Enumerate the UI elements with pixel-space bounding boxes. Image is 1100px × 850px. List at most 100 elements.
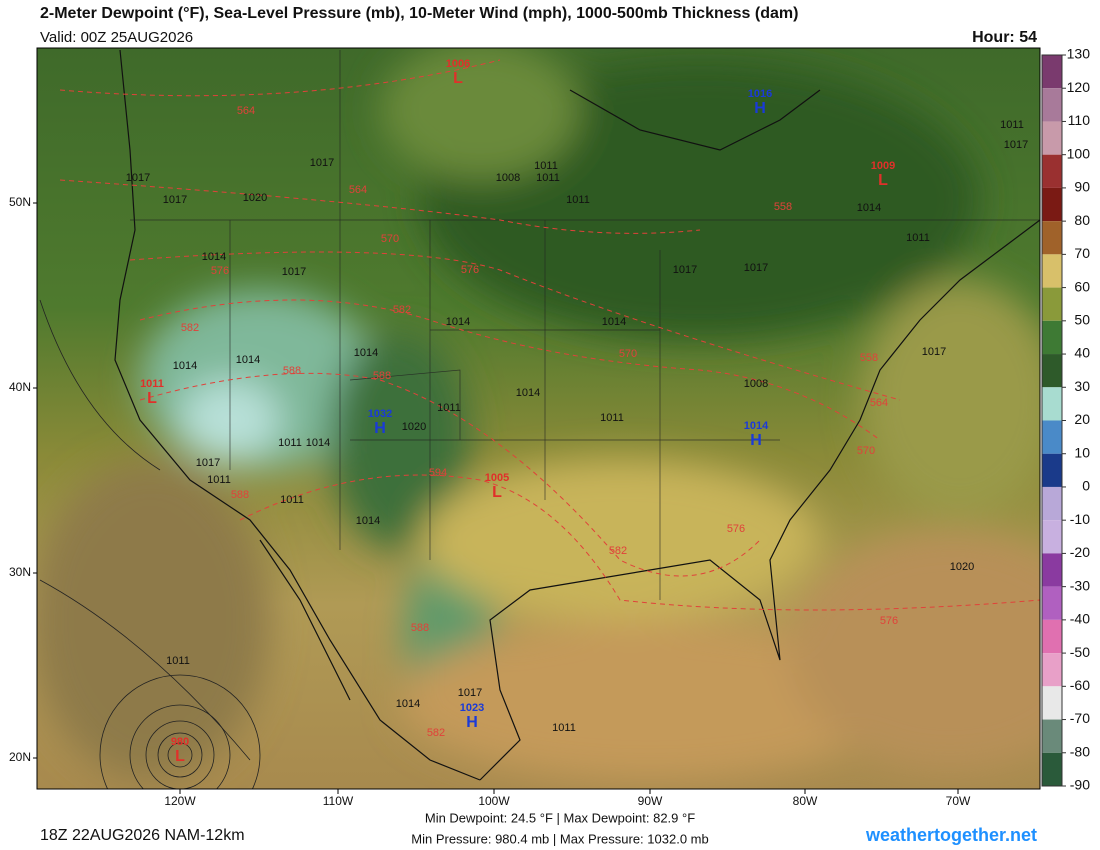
- lon-label: 120W: [164, 794, 196, 808]
- colorbar-band: [1042, 187, 1062, 222]
- isobar-label: 1011: [536, 172, 560, 184]
- thickness-label: 588: [373, 370, 391, 382]
- center-value: 1006: [446, 58, 470, 70]
- colorbar-band: [1042, 653, 1062, 687]
- isobar-label: 1014: [446, 316, 470, 328]
- lon-label: 110W: [323, 794, 354, 808]
- center-value: 1016: [748, 88, 772, 100]
- center-value: 1009: [871, 160, 895, 172]
- colorbar-label: -90: [1070, 777, 1090, 793]
- isobar-label: 1020: [950, 561, 974, 573]
- isobar-label: 1011: [534, 160, 558, 172]
- thickness-label: 582: [609, 545, 627, 557]
- isobar-label: 1014: [354, 347, 378, 359]
- thickness-label: 558: [774, 201, 792, 213]
- colorbar-label: -20: [1070, 544, 1090, 560]
- lon-label: 100W: [478, 794, 510, 808]
- lat-label: 30N: [9, 565, 31, 579]
- isobar-label: 1011: [207, 474, 231, 486]
- thickness-label: 570: [381, 233, 399, 245]
- isobar-label: 1014: [602, 316, 626, 328]
- colorbar-label: 130: [1067, 46, 1091, 62]
- colorbar-label: 80: [1074, 212, 1090, 228]
- colorbar-band: [1042, 619, 1062, 654]
- colorbar-label: 110: [1068, 112, 1091, 128]
- colorbar-band: [1042, 154, 1062, 188]
- center-letter: H: [750, 432, 762, 449]
- isobar-label: 1008: [744, 378, 768, 390]
- colorbar-label: 0: [1082, 478, 1090, 494]
- lon-label: 70W: [946, 794, 971, 808]
- colorbar-band: [1042, 287, 1062, 321]
- center-letter: L: [147, 390, 157, 407]
- title: 2-Meter Dewpoint (°F), Sea-Level Pressur…: [40, 5, 798, 22]
- isobar-label: 1020: [243, 192, 267, 204]
- colorbar-band: [1042, 354, 1062, 388]
- map-field: [37, 48, 1040, 789]
- isobar-label: 1020: [402, 421, 426, 433]
- center-letter: H: [754, 100, 766, 117]
- site-link[interactable]: weathertogether.net: [865, 825, 1037, 845]
- colorbar-band: [1042, 387, 1062, 421]
- forecast-hour: Hour: 54: [972, 29, 1037, 46]
- center-value: 1014: [744, 420, 769, 432]
- thickness-label: 588: [283, 365, 301, 377]
- colorbar-label: 70: [1074, 245, 1090, 261]
- colorbar-band: [1042, 420, 1062, 454]
- thickness-label: 588: [231, 489, 249, 501]
- center-value: 1023: [460, 702, 484, 714]
- isobar-label: 1014: [306, 437, 330, 449]
- center-letter: L: [878, 172, 888, 189]
- colorbar-band: [1042, 320, 1062, 355]
- isobar-label: 1017: [458, 687, 482, 699]
- colorbar-label: -60: [1070, 677, 1090, 693]
- colorbar-band: [1042, 752, 1062, 786]
- lon-label: 80W: [793, 794, 818, 808]
- dewpoint-range: Min Dewpoint: 24.5 °F | Max Dewpoint: 82…: [425, 810, 695, 825]
- isobar-label: 1014: [236, 354, 260, 366]
- thickness-label: 582: [181, 322, 199, 334]
- colorbar-band: [1042, 586, 1062, 620]
- center-letter: L: [492, 484, 502, 501]
- colorbar-label: 20: [1074, 411, 1090, 427]
- colorbar-band: [1042, 686, 1062, 720]
- isobar-label: 1011: [437, 402, 461, 414]
- center-letter: L: [453, 70, 463, 87]
- colorbar-label: 120: [1067, 79, 1091, 95]
- thickness-label: 570: [619, 348, 637, 360]
- isobar-label: 1017: [126, 172, 150, 184]
- thickness-label: 564: [349, 184, 367, 196]
- isobar-label: 1014: [356, 515, 380, 527]
- colorbar-label: -10: [1070, 511, 1090, 527]
- colorbar-label: 50: [1074, 312, 1090, 328]
- thickness-label: 570: [857, 445, 875, 457]
- isobar-label: 1011: [280, 494, 304, 506]
- colorbar-band: [1042, 221, 1062, 255]
- valid-time: Valid: 00Z 25AUG2026: [40, 29, 193, 46]
- isobar-label: 1011: [566, 194, 590, 206]
- colorbar-band: [1042, 520, 1062, 554]
- isobar-label: 1017: [282, 266, 306, 278]
- thickness-label: 576: [211, 265, 229, 277]
- lon-label: 90W: [638, 794, 663, 808]
- isobar-label: 1011: [552, 722, 576, 734]
- center-letter: H: [466, 714, 478, 731]
- isobar-label: 1017: [744, 262, 768, 274]
- colorbar-label: -30: [1070, 577, 1090, 593]
- thickness-label: 558: [860, 352, 878, 364]
- center-value: 1032: [368, 408, 392, 420]
- colorbar-label: -40: [1070, 611, 1090, 627]
- isobar-label: 1011: [278, 437, 302, 449]
- colorbar-label: -50: [1070, 644, 1090, 660]
- colorbar-label: -80: [1070, 743, 1090, 759]
- colorbar-band: [1042, 121, 1062, 155]
- center-value: 980: [171, 736, 189, 748]
- isobar-label: 1014: [202, 251, 226, 263]
- center-letter: H: [374, 420, 386, 437]
- lat-label: 50N: [9, 195, 31, 209]
- colorbar-band: [1042, 55, 1062, 89]
- isobar-label: 1014: [516, 387, 540, 399]
- isobar-label: 1017: [163, 194, 187, 206]
- isobar-label: 1011: [600, 412, 624, 424]
- isobar-label: 1017: [1004, 139, 1028, 151]
